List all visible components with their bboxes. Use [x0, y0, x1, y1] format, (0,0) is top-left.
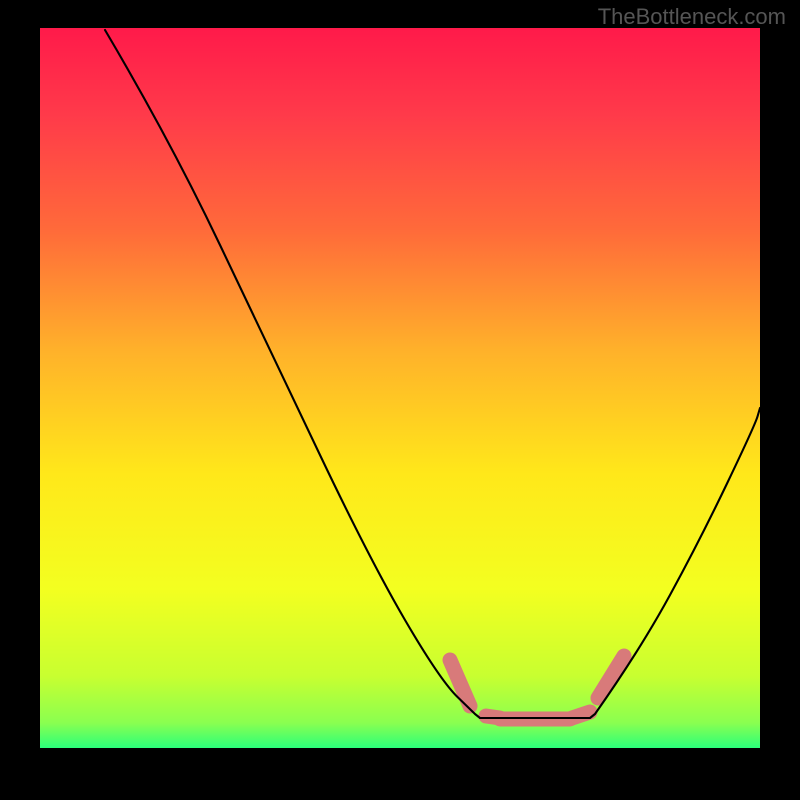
- chart-stage: TheBottleneck.com: [0, 0, 800, 800]
- watermark-text: TheBottleneck.com: [598, 4, 786, 30]
- gradient-plot-square: [40, 28, 760, 748]
- gradient-rect: [40, 28, 760, 748]
